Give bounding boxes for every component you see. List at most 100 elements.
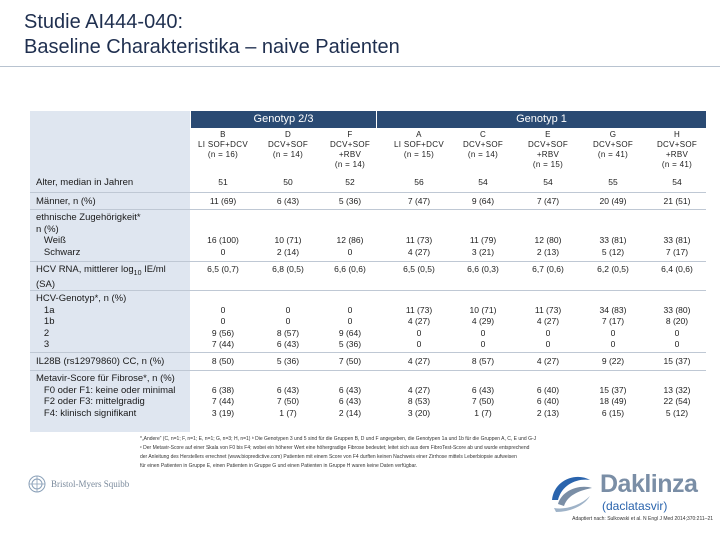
table-corner [30,111,190,129]
table-cell-value: 6,8 (0,5) [272,264,304,274]
table-cell-value: 5 (12) [601,246,625,257]
row-label-text: 1b [36,316,55,327]
table-cell-value: 54 [478,177,488,187]
table-cell: 4 (27) [388,356,450,367]
table-cell-value: 5 (36) [276,356,300,366]
group-header-genotype-2-3: Genotyp 2/3 [191,111,376,128]
table-cell-value: 2 (13) [536,407,560,418]
row-label-text: 2 [36,327,50,339]
row-divider [30,261,706,262]
daklinza-wordmark: Daklinza [600,470,698,498]
column-header-line: (n = 15) [403,150,435,159]
table-cell: 34 (83) 7 (17) 0 0 [582,305,644,351]
column-header-line: G [609,130,617,139]
row-label-line: HCV RNA, mittlerer log10 IE/ml [36,264,188,279]
column-header: B LI SOF+DCV (n = 16) [192,130,254,175]
column-header-line: DCV+SOF [267,140,309,149]
table-cell-value: 6 (43) [338,396,362,406]
table-cell-value: 54 [672,177,682,187]
table-cell: 15 (37) 18 (49) 6 (15) [582,385,644,420]
column-header-line: (n = 14) [334,160,366,169]
row-label-line: F4: klinisch signifikant [36,408,188,420]
table-cell-value: 3 (20) [407,407,431,418]
table-cell-value: 6,2 (0,5) [597,264,629,274]
table-cell-value: 4 (27) [407,384,431,395]
table-cell-value: 2 (14) [338,407,362,418]
row-divider [30,209,706,210]
table-cell: 7 (50) [319,356,381,367]
row-label-text: 3 [36,339,50,350]
table-cell: 33 (80) 8 (20) 0 0 [646,305,708,351]
table-cell-value: 9 (64) [338,327,362,338]
table-cell: 4 (27) [517,356,579,367]
footnote-line: für einen Patienten in Gruppe E, einen P… [140,463,418,469]
column-header-line: B [220,130,226,139]
table-cell-value: 11 (69) [209,196,237,206]
table-cell: 7 (47) [517,196,579,207]
table-cell-value: 7 (17) [665,246,689,257]
table-cell: 6,2 (0,5) [582,264,644,275]
bms-logo-text: Bristol-Myers Squibb [51,479,130,489]
table-cell: 20 (49) [582,196,644,207]
row-divider [30,352,706,353]
row-label-unit: IE/ml [141,264,166,275]
table-cell-value: 0 [285,316,291,326]
table-cell-value: 0 [545,327,551,338]
table-cell-value: 1 (7) [279,407,297,418]
column-header-line: DCV+SOF [527,140,569,149]
table-cell: 6 (38) 7 (44) 3 (19) [192,385,254,420]
table-cell-value: 20 (49) [599,196,627,206]
column-header-line: (n = 14) [467,150,499,159]
column-header-line: (n = 15) [532,160,564,169]
table-cell-value: 6,5 (0,5) [403,264,435,274]
title-line-2: Baseline Charakteristika – naive Patient… [24,36,400,58]
column-header-line: (n = 16) [207,150,239,159]
row-label-text: (SA) [36,279,55,291]
table-cell-value: 15 (37) [599,384,627,395]
column-header-line: DCV+SOF [656,140,698,149]
daklinza-swirl-icon [552,476,592,512]
row-label-line: 3 [36,339,188,351]
column-header-line: (n = 14) [272,150,304,159]
table-cell: 54 [452,177,514,188]
table-cell-value: 7 (47) [407,196,431,206]
table-cell-value: 8 (20) [665,316,689,326]
table-cell-value: 34 (83) [599,304,627,315]
table-cell: 11 (79) 3 (21) [452,235,514,258]
row-label-line: (SA) [36,279,188,291]
row-label-line: Alter, median in Jahren [36,177,188,189]
table-cell: 7 (47) [388,196,450,207]
table-cell-value: 8 (57) [276,327,300,338]
bms-logo: Bristol-Myers Squibb [28,474,129,494]
table-cell-value: 7 (44) [211,396,235,406]
table-cell-value: 11 (73) [405,304,433,315]
column-header-line: +RBV [536,150,560,159]
table-cell-value: 5 (12) [665,407,689,418]
row-label-text: F2 oder F3: mittelgradig [36,396,145,407]
row-label-line: ethnische Zugehörigkeit* [36,212,188,224]
table-cell: 5 (36) [319,196,381,207]
table-cell-value: 52 [345,177,355,187]
table-cell-value: 0 [347,316,353,326]
table-cell: 6 (40) 6 (40) 2 (13) [517,385,579,420]
row-divider [30,290,706,291]
row-label-text: Männer, n (%) [36,196,96,207]
column-header-line: LI SOF+DCV [198,140,248,149]
footnote-line: ᶜ Der Metavir-Score auf einer Skala von … [140,445,530,451]
column-header: G DCV+SOF (n = 41) [582,130,644,175]
table-cell: 33 (81) 7 (17) [646,235,708,258]
row-label-text: HCV-Genotyp*, n (%) [36,293,127,304]
table-cell-value: 9 (64) [471,196,495,206]
daklinza-logo: Daklinza (daclatasvir) [546,470,716,514]
table-cell-value: 10 (71) [469,304,497,315]
table-cell-value: 6 (38) [211,384,235,395]
table-cell-value: 7 (47) [536,196,560,206]
table-cell-value: 11 (73) [405,235,433,245]
daklinza-subtitle: (daclatasvir) [602,499,668,513]
table-cell: 6,6 (0,3) [452,264,514,275]
column-header-line: +RBV [338,150,362,159]
table-cell-value: 1 (7) [474,407,492,418]
table-cell-value: 51 [218,177,228,187]
table-cell: 54 [646,177,708,188]
